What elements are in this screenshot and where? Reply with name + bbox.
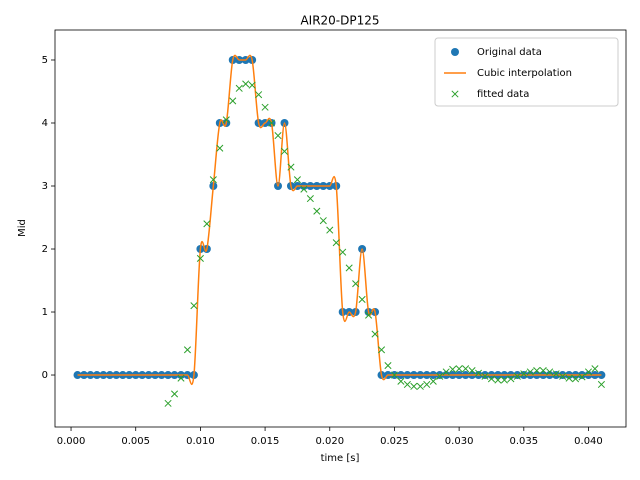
fit-point [436,372,444,380]
fit-point [500,376,508,384]
fit-point [584,368,593,376]
fit-point [474,369,483,377]
fit-point [416,382,424,390]
plot-frame [54,29,627,428]
fit-point [423,380,431,389]
y-tick-label: 3 [42,181,48,192]
x-tick-label: 0.025 [380,436,409,447]
legend-label: Cubic interpolation [477,68,572,79]
fit-point [371,330,379,338]
x-axis-label: time [s] [321,453,360,464]
fit-point [429,377,437,385]
fit-point [468,367,476,375]
fit-point [513,372,521,380]
x-tick-label: 0.040 [574,436,603,447]
legend-label: Original data [477,47,542,58]
fit-point [410,382,418,390]
y-tick-label: 1 [42,307,48,318]
fit-point [177,374,185,382]
fit-point [591,365,599,373]
x-tick-label: 0.035 [509,436,538,447]
fit-point [170,390,179,398]
fit-point [248,81,256,89]
x-tick-label: 0.010 [186,436,215,447]
fit-point [319,217,327,225]
chart-title: AIR20-DP125 [300,14,379,28]
fit-point [377,346,386,354]
fit-point [546,368,554,376]
fit-point [222,116,230,124]
fit-point [526,368,534,376]
fit-point [164,399,172,407]
fit-point [539,367,547,375]
fit-point [216,144,224,152]
fit-point [293,176,301,184]
fit-point [203,220,211,228]
fit-point [313,207,321,215]
fit-point [190,302,198,310]
fit-point [571,375,580,383]
fit-point [565,374,573,382]
fit-point [267,119,276,127]
fit-point [235,84,243,92]
x-tick-label: 0.030 [445,436,474,447]
fit-point [306,195,314,203]
fit-point [462,365,470,373]
x-tick-label: 0.000 [57,436,86,447]
fit-point [390,371,398,379]
fit-point [481,372,489,380]
fit-point [345,264,353,272]
fit-point [384,362,392,370]
x-tick-label: 0.005 [121,436,150,447]
legend-box [434,37,619,107]
x-tick-label: 0.020 [315,436,344,447]
fit-point [597,380,605,389]
fit-point [209,176,217,184]
interpolation-line [77,54,602,385]
y-tick-label: 4 [42,118,48,129]
y-axis-label: Mid [17,219,28,237]
fit-point [487,375,496,383]
legend-label: fitted data [477,89,529,100]
fit-point [494,376,502,384]
fit-point [280,147,289,155]
y-tick-label: 2 [42,244,48,255]
x-tick-label: 0.015 [251,436,280,447]
fit-point [287,163,295,171]
fit-point [578,373,586,381]
fit-point [196,254,204,263]
fit-point [339,248,347,256]
fit-point [365,311,373,319]
fit-point [559,372,567,380]
fit-point [242,80,250,88]
fit-point [552,370,560,378]
fit-point [352,280,360,288]
fit-point [449,365,457,373]
legend-swatch [451,90,459,98]
y-tick-label: 5 [42,55,48,66]
fit-point [507,375,515,383]
fit-point [261,103,269,111]
fit-point [442,368,450,376]
fit-point [274,132,282,140]
plot-area [73,54,606,407]
fit-point [358,295,366,303]
fit-point [455,365,463,373]
fit-point [255,91,263,99]
fit-point [183,346,192,354]
fit-point [326,226,334,234]
fit-point [533,367,541,375]
fit-point [403,380,411,389]
fit-point [397,377,405,385]
fit-point [300,185,308,193]
fit-point [332,239,340,247]
legend-swatch [451,48,459,56]
fit-point [520,370,528,378]
y-tick-label: 0 [42,370,48,381]
fit-point [229,97,237,105]
